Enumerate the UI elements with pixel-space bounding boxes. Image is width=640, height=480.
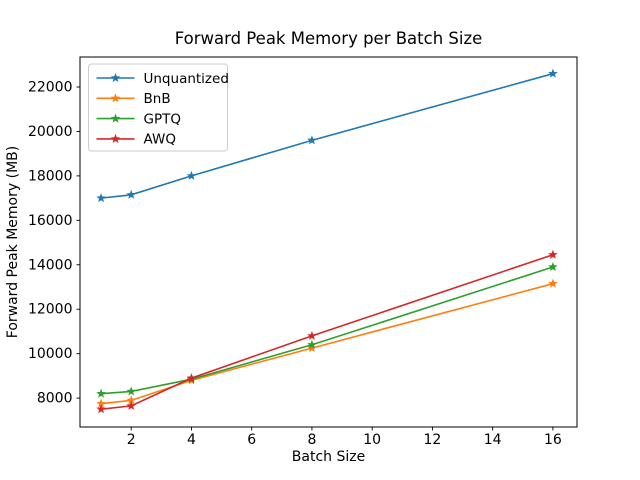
y-tick-label: 16000 — [28, 213, 73, 229]
legend-label-awq: AWQ — [144, 132, 176, 148]
legend-marker-gptq — [110, 113, 121, 123]
legend-box — [88, 63, 228, 152]
series-line-awq — [100, 254, 554, 411]
chart-title: Forward Peak Memory per Batch Size — [175, 29, 483, 48]
data-point-unquantized-x2 — [126, 189, 136, 199]
data-point-awq-x4 — [186, 373, 197, 383]
data-point-unquantized-x1 — [96, 193, 106, 203]
axes-layer: 2 4 6 8 10 12 14 16 8000 10000 12000 14000 16000 1800… — [28, 56, 578, 448]
x-tick-label: 14 — [484, 432, 502, 448]
legend-marker-bnb — [110, 93, 121, 103]
legend-label-gptq: GPTQ — [144, 111, 181, 127]
legend-label-bnb: BnB — [144, 91, 171, 107]
data-point-unquantized-x4 — [186, 170, 197, 180]
data-point-unquantized-x16 — [548, 68, 558, 78]
y-tick-label: 12000 — [28, 302, 73, 318]
data-point-bnb-x8 — [307, 343, 317, 353]
y-tick-label: 10000 — [28, 346, 73, 362]
x-tick-label: 8 — [307, 432, 316, 448]
y-tick-label: 18000 — [28, 168, 73, 184]
x-tick-label: 10 — [363, 432, 381, 448]
legend-layer: Unquantized BnB GPTQ AWQ — [88, 63, 229, 152]
y-axis-label: Forward Peak Memory (MB) — [5, 146, 21, 338]
y-tick-label: 22000 — [28, 80, 73, 96]
data-point-gptq-x16 — [548, 262, 558, 272]
y-tick-label: 20000 — [28, 124, 73, 140]
data-point-bnb-x2 — [126, 395, 136, 405]
data-point-awq-x2 — [126, 400, 136, 410]
y-tick-label: 8000 — [37, 391, 73, 407]
x-tick-label: 6 — [247, 432, 256, 448]
data-point-unquantized-x8 — [307, 135, 317, 145]
data-point-gptq-x1 — [96, 388, 106, 398]
data-point-gptq-x2 — [126, 386, 136, 396]
x-tick-label: 12 — [424, 432, 442, 448]
series-line-bnb — [100, 282, 554, 405]
series-layer — [96, 68, 558, 414]
data-point-awq-x8 — [307, 330, 317, 340]
data-point-bnb-x16 — [548, 278, 558, 288]
x-tick-label: 4 — [187, 432, 196, 448]
data-point-bnb-x1 — [96, 398, 106, 408]
plot-border — [79, 56, 578, 428]
x-tick-label: 2 — [127, 432, 136, 448]
data-point-gptq-x8 — [307, 339, 317, 349]
data-point-awq-x1 — [96, 404, 106, 414]
legend-marker-awq — [110, 133, 121, 143]
x-tick-label: 16 — [544, 432, 562, 448]
data-point-awq-x16 — [548, 249, 558, 259]
y-tick-label: 14000 — [28, 257, 73, 273]
x-axis-label: Batch Size — [292, 449, 365, 465]
legend-label-unquantized: Unquantized — [144, 71, 229, 87]
legend-marker-unquantized — [110, 73, 121, 83]
